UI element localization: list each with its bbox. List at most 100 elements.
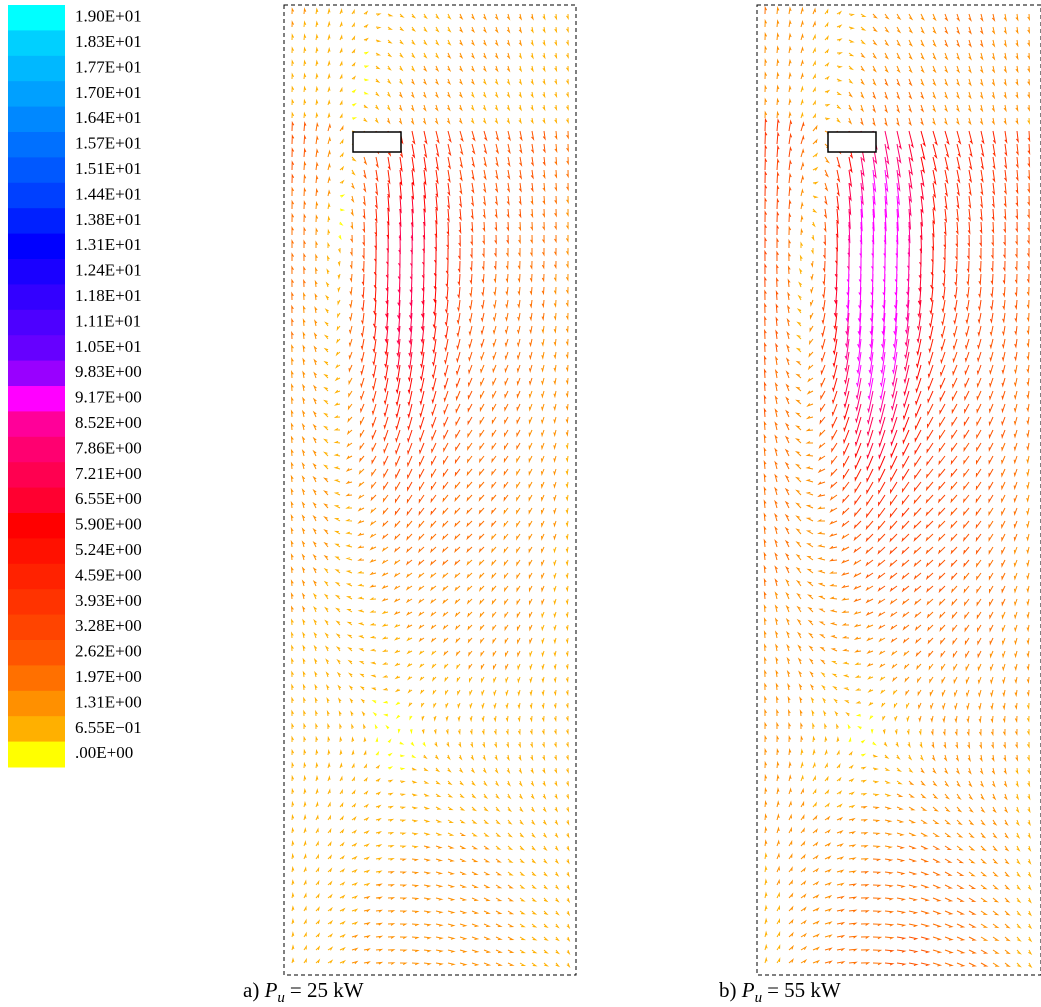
color-swatch (8, 640, 65, 666)
vector-arrows (844, 130, 913, 425)
color-swatch (8, 132, 65, 158)
legend-label: 1.44E+01 (75, 184, 142, 203)
color-swatch (8, 563, 65, 590)
caption-prefix: a) (243, 978, 259, 1002)
vector-arrows (843, 130, 914, 437)
legend-label: 2.62E+00 (75, 642, 142, 661)
legend-label: 7.86E+00 (75, 438, 142, 457)
legend-label: 1.18E+01 (75, 286, 142, 305)
legend-label: 9.83E+00 (75, 362, 142, 381)
color-swatch (8, 360, 65, 387)
panel-caption: b) Pu = 55 kW (719, 978, 841, 1006)
vector-arrows (763, 5, 1030, 967)
legend-label: 1.77E+01 (75, 57, 142, 76)
color-swatch (8, 716, 65, 743)
inlet-nozzle (827, 131, 877, 153)
vector-arrows (291, 121, 569, 566)
color-swatch (8, 436, 65, 463)
color-swatch (8, 462, 65, 489)
vector-arrows (338, 51, 426, 771)
caption-subscript: u (755, 990, 763, 1006)
color-swatch (8, 81, 65, 108)
legend-label: 1.64E+01 (75, 108, 142, 127)
color-swatch (8, 182, 65, 209)
color-swatch (8, 589, 65, 616)
legend-label: 1.38E+01 (75, 210, 142, 229)
color-swatch (8, 741, 65, 768)
color-swatch (8, 30, 65, 57)
legend-label: 1.11E+01 (75, 311, 141, 330)
vector-arrows (764, 119, 1031, 555)
panel-caption: a) Pu = 25 kW (243, 978, 364, 1006)
color-swatch (8, 284, 65, 311)
legend-label: 1.31E+00 (75, 692, 142, 711)
vector-arrows (290, 7, 569, 967)
caption-symbol: P (264, 978, 278, 1002)
legend-label: 4.59E+00 (75, 565, 142, 584)
legend-label: 1.24E+01 (75, 261, 142, 280)
domain-boundary (283, 4, 577, 976)
vector-arrows (764, 8, 1033, 969)
legend-label: 1.97E+00 (75, 667, 142, 686)
caption-symbol: P (741, 978, 755, 1002)
legend-label: 7.21E+00 (75, 464, 142, 483)
legend-label: .00E+00 (75, 743, 133, 762)
color-swatch (8, 5, 65, 31)
vector-arrows (832, 130, 950, 484)
legend-label: 1.05E+01 (75, 337, 142, 356)
caption-suffix: = 25 kW (290, 978, 364, 1002)
vector-arrows (384, 169, 437, 395)
color-swatch (8, 259, 65, 285)
inlet-nozzle (352, 131, 402, 153)
color-swatch (8, 513, 65, 539)
color-swatch (8, 487, 65, 514)
legend-label: 1.57E+01 (75, 134, 142, 153)
legend-label: 6.55E−01 (75, 718, 142, 737)
legend-label: 1.90E+01 (75, 7, 142, 26)
vector-arrows (384, 195, 426, 370)
vector-arrows (290, 7, 571, 969)
color-swatch (8, 665, 65, 692)
vector-arrows (396, 221, 414, 346)
caption-subscript: u (277, 990, 285, 1006)
vector-arrows (763, 121, 1031, 967)
legend-label: 5.24E+00 (75, 540, 142, 559)
color-swatch (8, 233, 65, 260)
color-swatch (8, 690, 65, 717)
vector-arrows (832, 130, 997, 507)
caption-suffix: = 55 kW (767, 978, 841, 1002)
legend-label: 5.90E+00 (75, 515, 142, 534)
vector-arrows (360, 130, 488, 492)
legend-label: 1.31E+01 (75, 235, 142, 254)
vector-arrows (845, 169, 900, 401)
domain-boundary (756, 4, 1041, 976)
color-swatch (8, 614, 65, 641)
vector-arrows (832, 130, 926, 472)
legend-label: 1.83E+01 (75, 32, 142, 51)
legend-label: 1.51E+01 (75, 159, 142, 178)
vector-arrows (844, 156, 911, 414)
color-swatch (8, 386, 65, 412)
vector-arrows (372, 143, 439, 419)
color-swatch (8, 106, 65, 133)
legend-label: 3.28E+00 (75, 616, 142, 635)
color-swatch (8, 538, 65, 565)
vector-arrows (291, 120, 546, 517)
vector-arrows (763, 5, 1031, 968)
vector-arrows (847, 713, 877, 757)
legend-label: 3.93E+00 (75, 591, 142, 610)
color-swatch (8, 208, 65, 235)
legend-label: 8.52E+00 (75, 413, 142, 432)
vector-arrows (764, 117, 1019, 519)
legend-label: 6.55E+00 (75, 489, 142, 508)
color-swatch (8, 55, 65, 82)
caption-prefix: b) (719, 978, 737, 1002)
color-swatch (8, 411, 65, 438)
legend-label: 9.17E+00 (75, 388, 142, 407)
vector-arrows (372, 130, 451, 444)
color-swatch (8, 309, 65, 336)
color-swatch (8, 335, 65, 362)
color-swatch (8, 157, 65, 184)
